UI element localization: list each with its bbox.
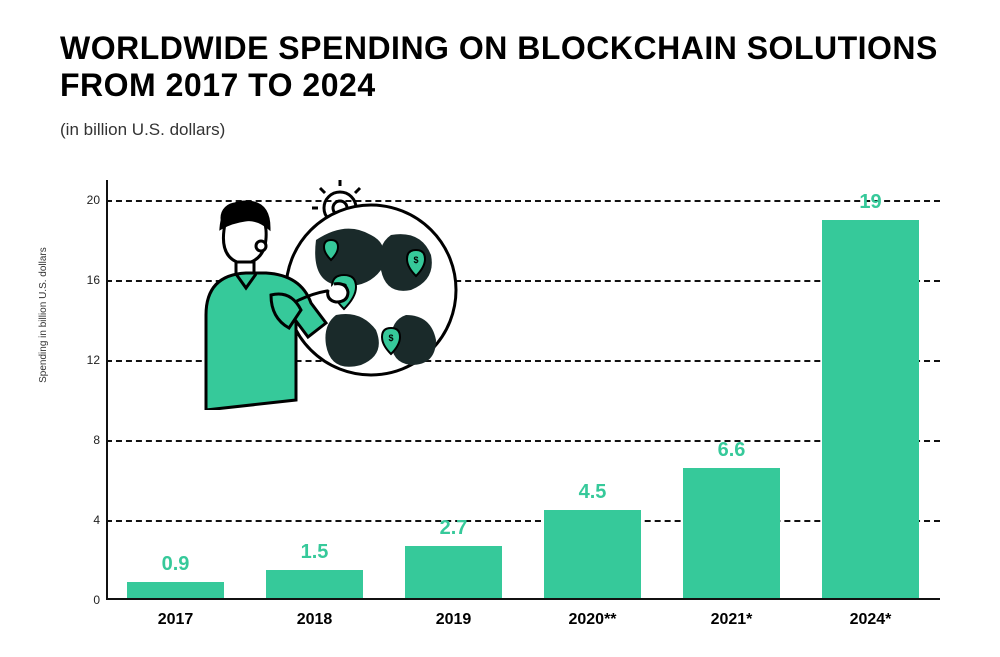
bar-slot: 19: [801, 180, 940, 600]
chart-title: WORLDWIDE SPENDING ON BLOCKCHAIN SOLUTIO…: [60, 30, 950, 104]
bar: [405, 546, 502, 600]
y-tick-label: 12: [80, 353, 100, 367]
bar: [822, 220, 919, 600]
x-labels-group: 2017201820192020**2021*2024*: [106, 600, 940, 640]
y-tick-label: 20: [80, 193, 100, 207]
x-tick-label: 2018: [245, 611, 384, 629]
bar: [266, 570, 363, 600]
x-tick-label: 2024*: [801, 611, 940, 629]
bar-slot: 6.6: [662, 180, 801, 600]
bar-value-label: 19: [859, 191, 881, 214]
bar-slot: 0.9: [106, 180, 245, 600]
bar-slot: 4.5: [523, 180, 662, 600]
plot-area: 0.9 1.5 2.7 4.5 6.6 19: [106, 180, 940, 600]
x-tick-label: 2020**: [523, 611, 662, 629]
y-tick-label: 4: [80, 513, 100, 527]
bar-value-label: 4.5: [579, 481, 607, 504]
bar-slot: 2.7: [384, 180, 523, 600]
y-tick-label: 16: [80, 273, 100, 287]
y-axis-label: Spending in billion U.S. dollars: [38, 247, 49, 383]
y-tick-label: 0: [80, 593, 100, 607]
bar: [544, 510, 641, 600]
bar: [683, 468, 780, 600]
bar-value-label: 1.5: [301, 541, 329, 564]
x-tick-label: 2021*: [662, 611, 801, 629]
chart-container: Spending in billion U.S. dollars 0.91.52…: [60, 180, 950, 640]
chart-subtitle: (in billion U.S. dollars): [60, 120, 950, 140]
bar-value-label: 2.7: [440, 517, 468, 540]
x-tick-label: 2019: [384, 611, 523, 629]
bar-value-label: 6.6: [718, 439, 746, 462]
bar-value-label: 0.9: [162, 553, 190, 576]
bar-slot: 1.5: [245, 180, 384, 600]
y-tick-label: 8: [80, 433, 100, 447]
bars-group: 0.9 1.5 2.7 4.5 6.6 19: [106, 180, 940, 600]
x-tick-label: 2017: [106, 611, 245, 629]
